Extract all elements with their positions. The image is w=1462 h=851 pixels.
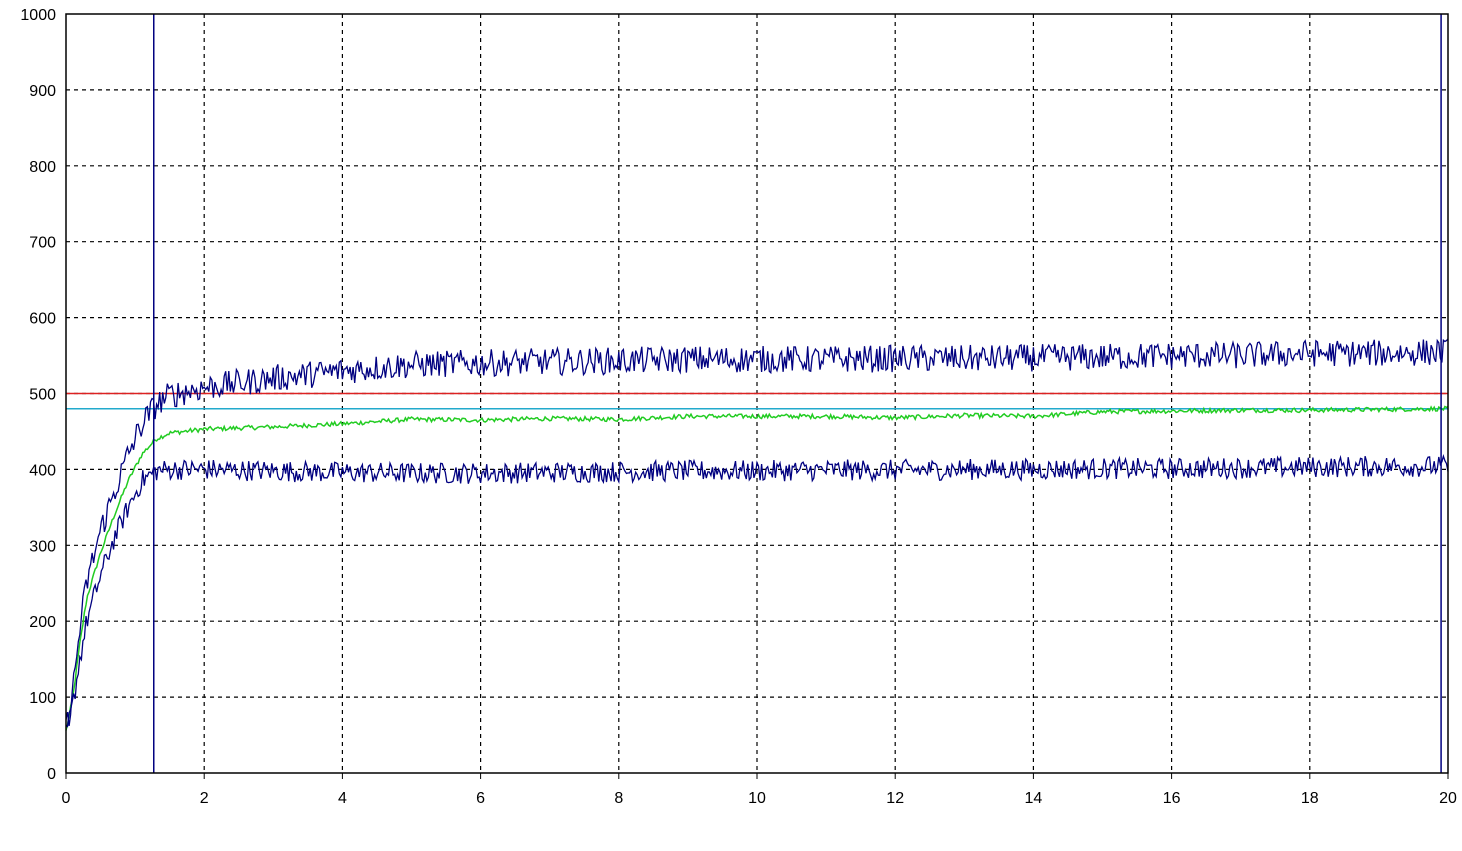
x-tick-label: 8 (614, 790, 623, 807)
series-line-upper-noisy-band (65, 338, 1449, 726)
y-tick-label: 200 (29, 614, 56, 631)
series-line-lower-noisy-band (65, 453, 1449, 728)
vertical-markers (153, 14, 1442, 773)
y-tick-label: 100 (29, 690, 56, 707)
y-tick-label: 800 (29, 159, 56, 176)
y-tick-label: 300 (29, 538, 56, 555)
y-tick-label: 400 (29, 462, 56, 479)
y-tick-label: 0 (47, 766, 56, 783)
y-tick-label: 900 (29, 83, 56, 100)
y-axis-ticks: 0 100 200 300 400 500 600 700 800 900 1000 (20, 7, 56, 783)
y-tick-label: 700 (29, 235, 56, 252)
x-tick-label: 4 (338, 790, 347, 807)
x-tick-label: 0 (62, 790, 71, 807)
y-tick-label: 1000 (20, 7, 56, 24)
x-tick-label: 12 (886, 790, 904, 807)
series-line-smoothed-mean (65, 405, 1449, 731)
x-tick-label: 10 (748, 790, 766, 807)
y-tick-label: 600 (29, 311, 56, 328)
y-tick-label: 500 (29, 387, 56, 404)
x-tick-label: 16 (1163, 790, 1181, 807)
x-tick-label: 6 (476, 790, 485, 807)
x-tick-label: 14 (1025, 790, 1043, 807)
x-tick-label: 2 (200, 790, 209, 807)
x-tick-label: 20 (1439, 790, 1457, 807)
x-axis-ticks: 0 2 4 6 8 10 12 14 16 18 20 (62, 773, 1457, 807)
series-layer (65, 338, 1449, 731)
x-tick-label: 18 (1301, 790, 1319, 807)
